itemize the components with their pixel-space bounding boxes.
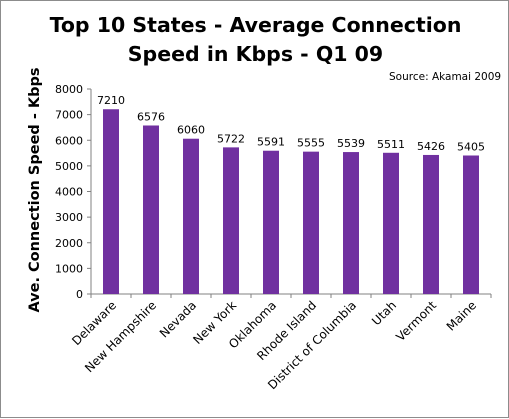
- x-tick-label: Vermont: [393, 298, 439, 344]
- y-tick-label: 8000: [55, 83, 83, 96]
- bar: [303, 151, 319, 294]
- bar: [103, 109, 119, 295]
- data-label: 7210: [97, 94, 125, 107]
- data-label: 5426: [417, 140, 445, 153]
- data-label: 6060: [177, 124, 205, 137]
- chart-title: Top 10 States - Average Connection Speed…: [1, 11, 509, 69]
- bar: [223, 147, 239, 294]
- chart-title-line-2: Speed in Kbps - Q1 09: [127, 42, 384, 66]
- data-label: 5722: [217, 132, 245, 145]
- y-tick-label: 2000: [55, 237, 83, 250]
- y-tick-label: 6000: [55, 134, 83, 147]
- y-tick-label: 7000: [55, 109, 83, 122]
- bar: [423, 154, 439, 294]
- y-tick-label: 3000: [55, 211, 83, 224]
- bar: [463, 155, 479, 294]
- y-tick-label: 4000: [55, 186, 83, 199]
- y-tick-label: 1000: [55, 262, 83, 275]
- data-label: 5511: [377, 138, 405, 151]
- bar: [343, 152, 359, 294]
- chart-title-line-1: Top 10 States - Average Connection: [49, 13, 462, 37]
- data-label: 5591: [257, 136, 285, 149]
- bar: [263, 150, 279, 294]
- data-label: 5539: [337, 137, 365, 150]
- bar: [183, 138, 199, 294]
- x-tick-label: Utah: [369, 298, 399, 328]
- x-tick-label: Maine: [444, 298, 479, 333]
- data-label: 5555: [297, 137, 325, 150]
- x-tick-label: New Hampshire: [82, 298, 159, 375]
- y-tick-label: 0: [76, 288, 83, 301]
- data-label: 5405: [457, 140, 485, 153]
- source-note: Source: Akamai 2009: [389, 71, 502, 83]
- bar: [383, 152, 399, 294]
- y-tick-label: 5000: [55, 160, 83, 173]
- data-label: 6576: [137, 110, 165, 123]
- bar: [143, 125, 159, 295]
